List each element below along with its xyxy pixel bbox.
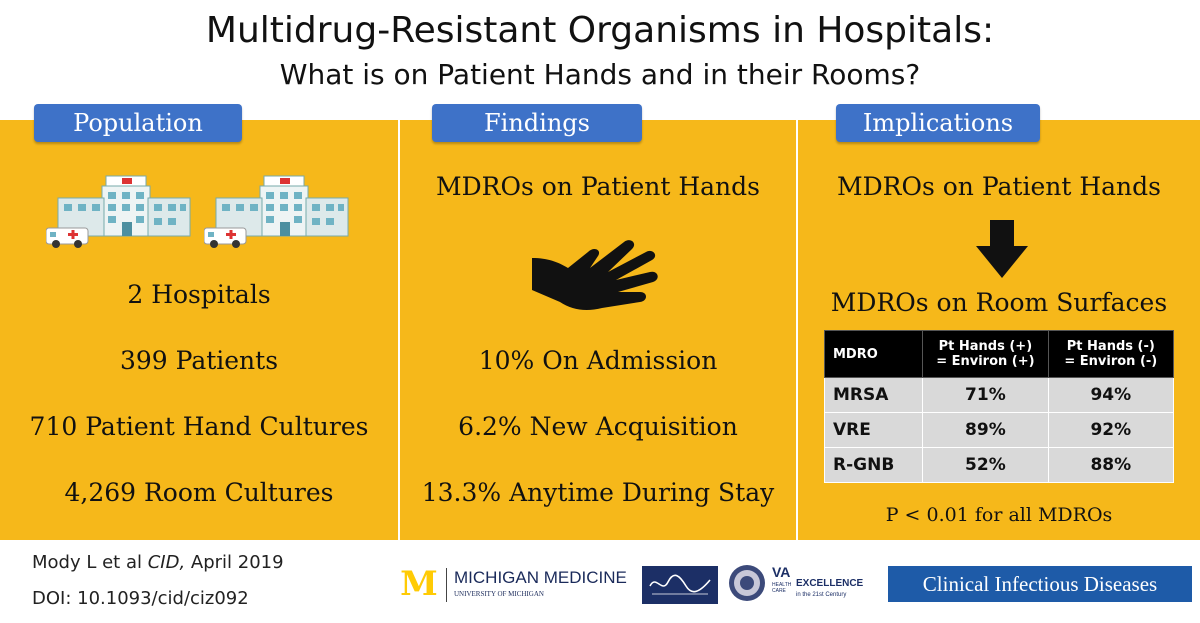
finding-admission: 10% On Admission [478,346,718,375]
table-cell: 89% [922,412,1049,448]
table-row: VRE 89% 92% [823,412,1175,448]
arrow-down-icon [976,220,1028,278]
citation: Mody L et al CID, April 2019 [32,552,284,573]
hospital-icon [204,175,349,248]
table-cell: 92% [1047,412,1175,448]
table-row: R-GNB 52% 88% [823,447,1175,483]
cid-logo: Clinical Infectious Diseases [888,566,1192,602]
doi: DOI: 10.1093/cid/ciz092 [32,588,249,609]
citation-journal: CID, [147,552,186,573]
table-cell: VRE [823,412,924,448]
mdro-table: MDRO Pt Hands (+) = Environ (+) Pt Hands… [823,330,1175,483]
va-logo: VA HEALTH CARE EXCELLENCE in the 21st Ce… [772,564,882,604]
stat-room-cultures: 4,269 Room Cultures [64,478,334,507]
hand-icon [532,240,658,310]
table-header-line: = Environ (+) [936,354,1035,369]
michigan-medicine-subtext: UNIVERSITY OF MICHIGAN [454,590,544,598]
implications-bottom: MDROs on Room Surfaces [830,288,1168,317]
implications-header: Implications [836,104,1040,142]
table-header-row: MDRO Pt Hands (+) = Environ (+) Pt Hands… [823,330,1175,378]
table-header: Pt Hands (-) = Environ (-) [1047,330,1175,378]
hospital-icon [46,175,191,248]
table-header-line: = Environ (-) [1064,354,1158,369]
findings-header: Findings [432,104,642,142]
table-cell: MRSA [823,377,924,413]
page-title: Multidrug-Resistant Organisms in Hospita… [205,10,995,51]
table-header-line: Pt Hands (+) [938,339,1033,354]
stat-hospitals: 2 Hospitals [127,280,271,309]
finding-acquisition: 6.2% New Acquisition [458,412,738,441]
table-cell: 88% [1047,447,1175,483]
findings-panel: Findings MDROs on Patient Hands 10% On A… [400,104,796,540]
page-subtitle: What is on Patient Hands and in their Ro… [279,58,921,91]
implications-top: MDROs on Patient Hands [836,172,1161,201]
stat-hand-cultures: 710 Patient Hand Cultures [29,412,369,441]
implications-panel: Implications MDROs on Patient Hands MDRO… [798,104,1200,540]
citation-author: Mody L et al [32,552,148,573]
table-cell: 94% [1047,377,1175,413]
va-care-text: HEALTH CARE [772,582,792,594]
michigan-medicine-text: MICHIGAN MEDICINE [454,568,627,587]
va-text: VA [772,564,791,580]
va-excellence-text: EXCELLENCE [796,578,864,589]
population-panel: Population [0,104,398,540]
p-value-note: P < 0.01 for all MDROs [885,504,1113,526]
block-m-icon: M [400,564,438,604]
population-header: Population [34,104,242,142]
table-cell: 71% [922,377,1049,413]
finding-anytime: 13.3% Anytime During Stay [421,478,775,507]
table-cell: R-GNB [823,447,924,483]
va-tagline-text: in the 21st Century [796,592,847,598]
table-header: MDRO [823,330,924,378]
michigan-medicine-logo: M MICHIGAN MEDICINE UNIVERSITY OF MICHIG… [400,566,636,604]
table-row: MRSA 71% 94% [823,377,1175,413]
cid-logo-text: Clinical Infectious Diseases [922,572,1158,596]
table-cell: 52% [922,447,1049,483]
stat-patients: 399 Patients [119,346,279,375]
table-header-line: Pt Hands (-) [1066,339,1155,354]
table-header: Pt Hands (+) = Environ (+) [922,330,1049,378]
citation-date: April 2019 [185,552,284,573]
signature-logo [642,566,718,604]
findings-heading: MDROs on Patient Hands [435,172,760,201]
va-seal-icon [729,565,765,601]
